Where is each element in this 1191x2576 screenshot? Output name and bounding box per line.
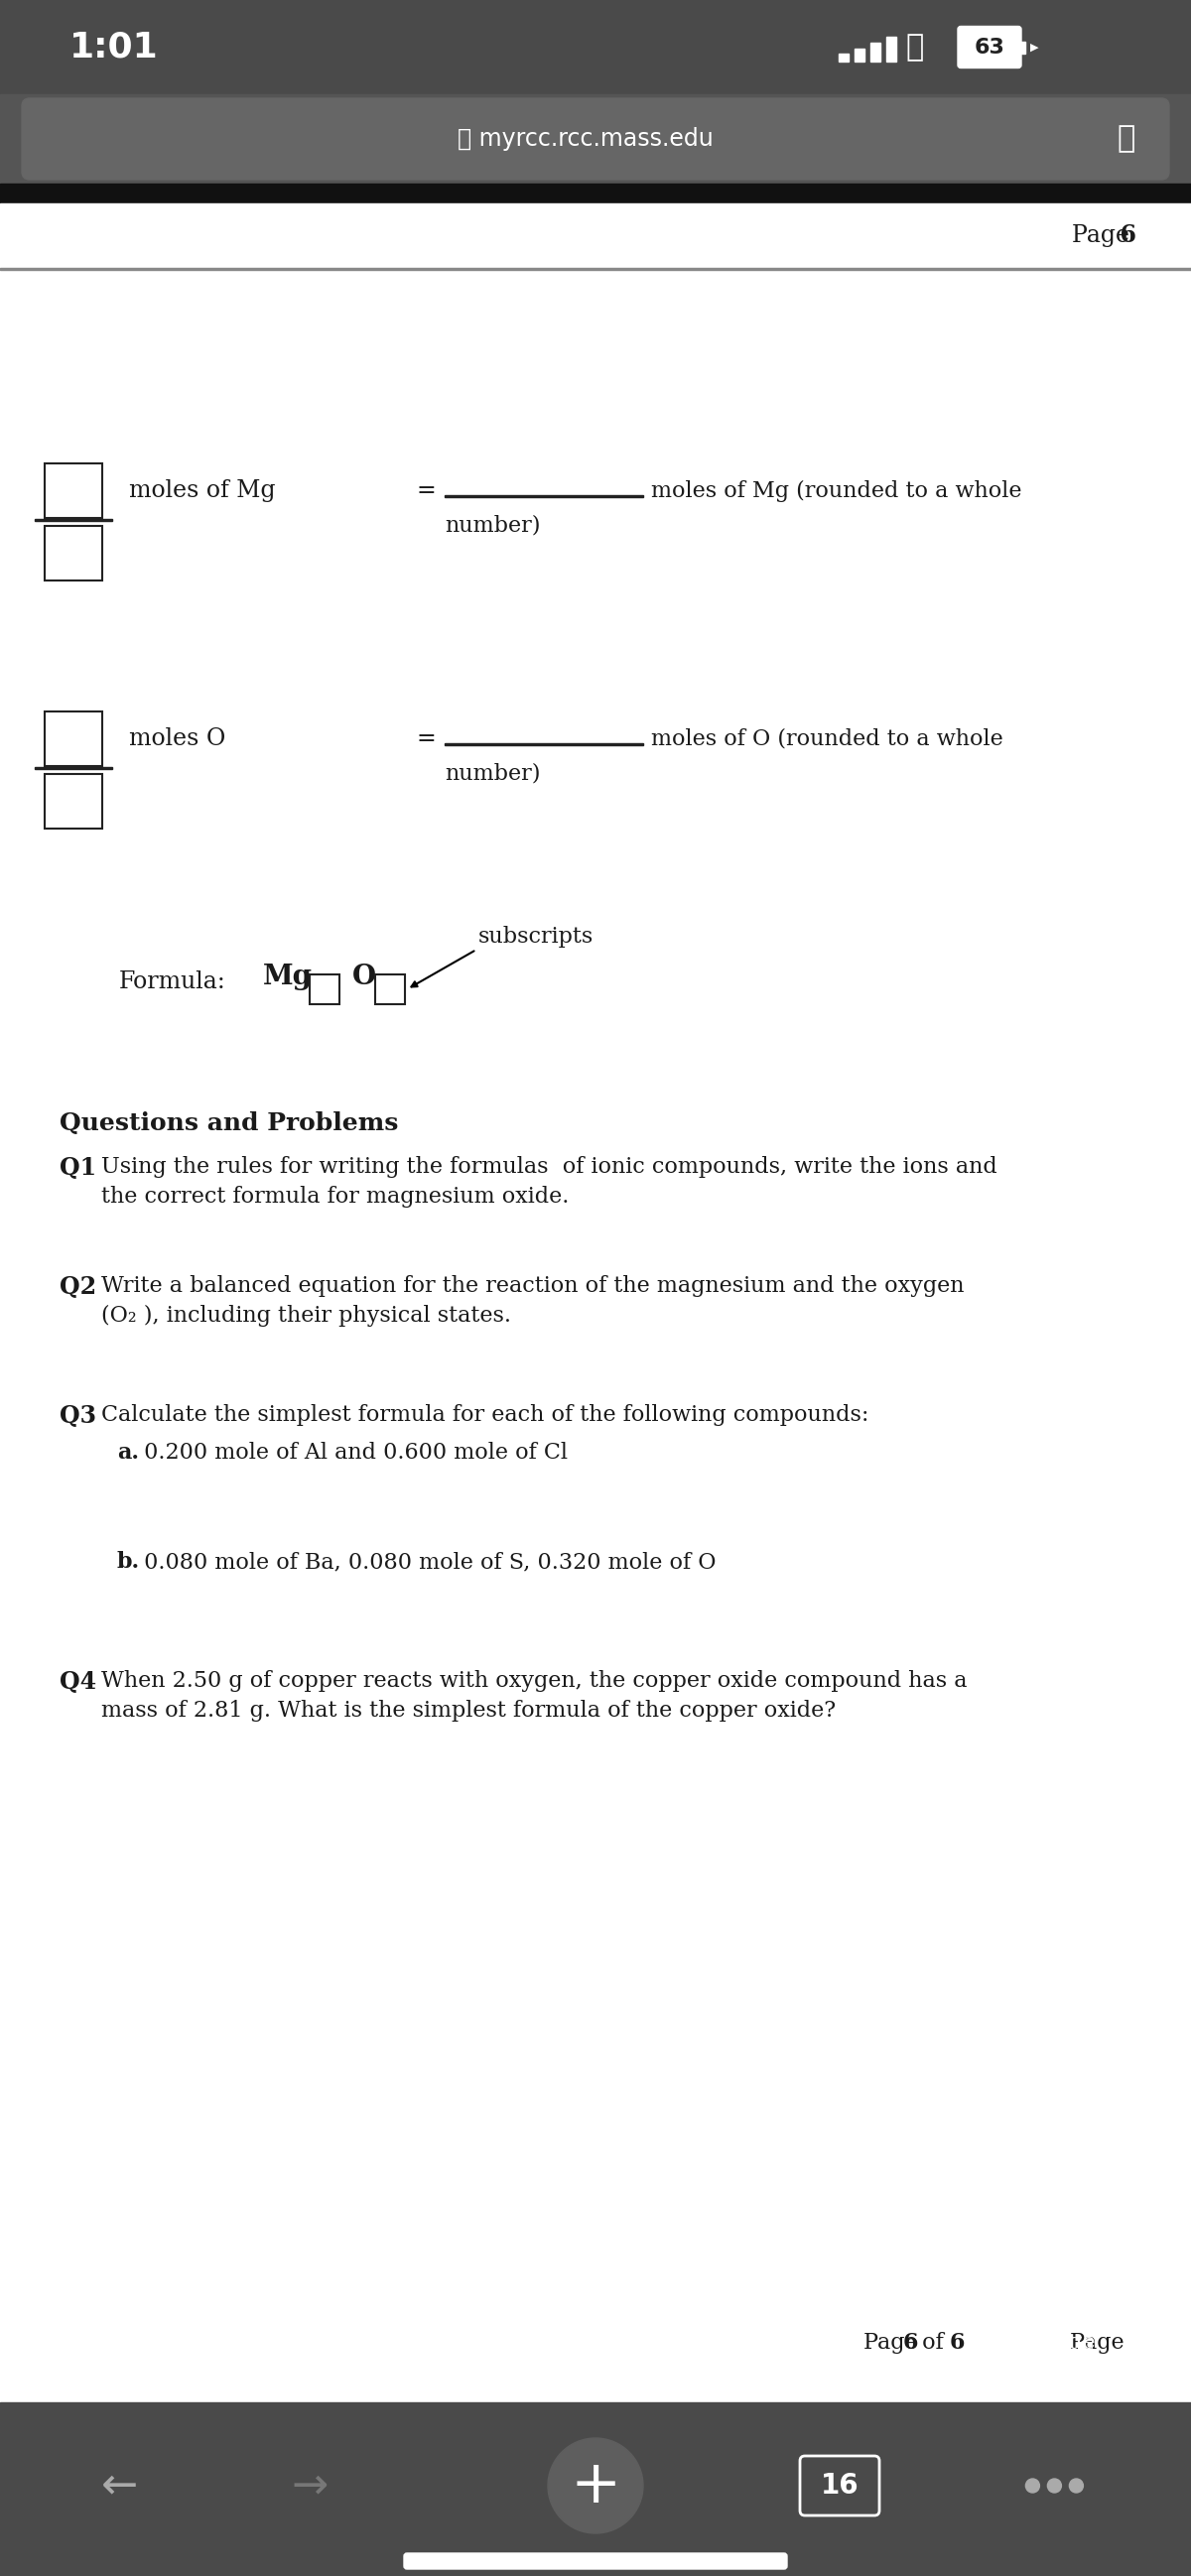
Bar bbox=[838, 54, 848, 62]
Text: ←: ← bbox=[100, 2465, 138, 2506]
Text: Using the rules for writing the formulas  of ionic compounds, write the ions and: Using the rules for writing the formulas… bbox=[101, 1157, 997, 1177]
Text: 6: 6 bbox=[903, 2331, 918, 2354]
Text: of: of bbox=[915, 2331, 950, 2354]
Bar bbox=[0, 2403, 1191, 2576]
Bar bbox=[0, 95, 1191, 183]
Text: mass of 2.81 g. What is the simplest formula of the copper oxide?: mass of 2.81 g. What is the simplest for… bbox=[101, 1700, 836, 1721]
Text: moles of O (rounded to a whole: moles of O (rounded to a whole bbox=[651, 729, 1003, 750]
Text: 63: 63 bbox=[974, 36, 1005, 57]
Bar bbox=[0, 204, 1191, 2403]
Bar bbox=[0, 0, 1191, 95]
Text: the correct formula for magnesium oxide.: the correct formula for magnesium oxide. bbox=[101, 1185, 569, 1208]
Text: 0.200 mole of Al and 0.600 mole of Cl: 0.200 mole of Al and 0.600 mole of Cl bbox=[137, 1443, 568, 1463]
FancyBboxPatch shape bbox=[21, 98, 1170, 180]
Text: +: + bbox=[570, 2458, 621, 2514]
Bar bbox=[45, 773, 102, 829]
Text: =: = bbox=[417, 726, 436, 750]
Text: 1:01: 1:01 bbox=[69, 31, 158, 64]
Text: moles of Mg: moles of Mg bbox=[129, 479, 275, 502]
Text: →: → bbox=[291, 2465, 329, 2506]
Text: Formula:: Formula: bbox=[119, 971, 226, 994]
Text: 16: 16 bbox=[821, 2473, 859, 2499]
Text: When 2.50 g of copper reacts with oxygen, the copper oxide compound has a: When 2.50 g of copper reacts with oxygen… bbox=[101, 1669, 967, 1692]
Text: subscripts: subscripts bbox=[479, 925, 594, 948]
Text: Calculate the simplest formula for each of the following compounds:: Calculate the simplest formula for each … bbox=[101, 1404, 868, 1427]
Circle shape bbox=[548, 2437, 643, 2532]
Bar bbox=[871, 41, 880, 62]
Bar bbox=[45, 526, 102, 580]
Text: Write a balanced equation for the reaction of the magnesium and the oxygen: Write a balanced equation for the reacti… bbox=[101, 1275, 965, 1296]
Text: moles O: moles O bbox=[129, 726, 225, 750]
Text: Page: Page bbox=[1071, 2331, 1131, 2354]
Text: 0.080 mole of Ba, 0.080 mole of S, 0.320 mole of O: 0.080 mole of Ba, 0.080 mole of S, 0.320… bbox=[137, 1551, 716, 1574]
Text: moles of Mg (rounded to a whole: moles of Mg (rounded to a whole bbox=[651, 479, 1022, 502]
Text: a.: a. bbox=[117, 1443, 139, 1463]
Bar bbox=[0, 183, 1191, 204]
Bar bbox=[375, 974, 405, 1005]
Bar bbox=[45, 711, 102, 765]
Circle shape bbox=[1048, 2478, 1061, 2494]
Text: 6: 6 bbox=[1071, 224, 1136, 247]
Bar bbox=[1019, 41, 1025, 54]
Text: =: = bbox=[417, 479, 436, 502]
Text: Questions and Problems: Questions and Problems bbox=[60, 1110, 398, 1136]
Text: number): number) bbox=[444, 762, 541, 786]
Text: Page: Page bbox=[863, 2331, 924, 2354]
Text: ֎: ֎ bbox=[906, 33, 924, 62]
FancyBboxPatch shape bbox=[958, 26, 1022, 67]
Text: Q4: Q4 bbox=[60, 1669, 96, 1695]
Text: b.: b. bbox=[117, 1551, 141, 1574]
FancyBboxPatch shape bbox=[404, 2553, 787, 2568]
Circle shape bbox=[1070, 2478, 1084, 2494]
Text: 6: 6 bbox=[950, 2331, 965, 2354]
Text: O: O bbox=[353, 963, 376, 989]
Text: ▶: ▶ bbox=[1030, 41, 1039, 52]
Text: Page: Page bbox=[1041, 2331, 1131, 2354]
Text: Q1: Q1 bbox=[60, 1157, 96, 1180]
Circle shape bbox=[1025, 2478, 1040, 2494]
Text: (O₂ ), including their physical states.: (O₂ ), including their physical states. bbox=[101, 1306, 511, 1327]
Text: Page: Page bbox=[1072, 224, 1136, 247]
Text: Q3: Q3 bbox=[60, 1404, 96, 1427]
Bar bbox=[310, 974, 339, 1005]
Text: ⎋: ⎋ bbox=[1117, 124, 1135, 155]
Bar bbox=[886, 36, 897, 62]
Text: number): number) bbox=[444, 515, 541, 536]
Bar bbox=[855, 49, 865, 62]
Text: Q2: Q2 bbox=[60, 1275, 96, 1298]
Bar bbox=[0, 204, 1191, 268]
Text: Mg: Mg bbox=[263, 963, 312, 989]
Bar bbox=[45, 464, 102, 518]
Text: 🔒 myrcc.rcc.mass.edu: 🔒 myrcc.rcc.mass.edu bbox=[457, 126, 713, 152]
